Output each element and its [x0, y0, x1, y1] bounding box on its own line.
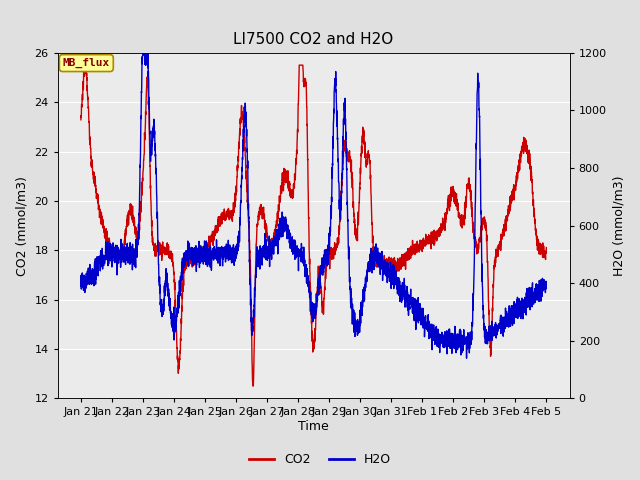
- CO2: [131, 215, 138, 220]
- Legend: CO2, H2O: CO2, H2O: [244, 448, 396, 471]
- H2O: [158, 310, 166, 315]
- H2O: [255, 256, 263, 262]
- Title: LI7500 CO2 and H2O: LI7500 CO2 and H2O: [234, 33, 394, 48]
- CO2: [81, 62, 88, 68]
- Y-axis label: CO2 (mmol/m3): CO2 (mmol/m3): [16, 176, 29, 276]
- CO2: [534, 247, 541, 253]
- H2O: [130, 257, 138, 263]
- H2O: [483, 329, 491, 335]
- H2O: [543, 280, 550, 286]
- CO2: [77, 117, 84, 123]
- Text: MB_flux: MB_flux: [63, 58, 110, 68]
- H2O: [534, 283, 541, 289]
- CO2: [276, 199, 284, 204]
- CO2: [543, 245, 550, 251]
- X-axis label: Time: Time: [298, 420, 329, 433]
- CO2: [483, 260, 491, 265]
- Line: CO2: CO2: [81, 65, 547, 386]
- Line: H2O: H2O: [81, 53, 547, 358]
- Y-axis label: H2O (mmol/m3): H2O (mmol/m3): [612, 175, 625, 276]
- H2O: [77, 276, 84, 282]
- CO2: [249, 383, 257, 389]
- H2O: [276, 231, 284, 237]
- CO2: [158, 257, 166, 263]
- H2O: [139, 50, 147, 56]
- H2O: [463, 355, 470, 361]
- CO2: [256, 205, 264, 211]
